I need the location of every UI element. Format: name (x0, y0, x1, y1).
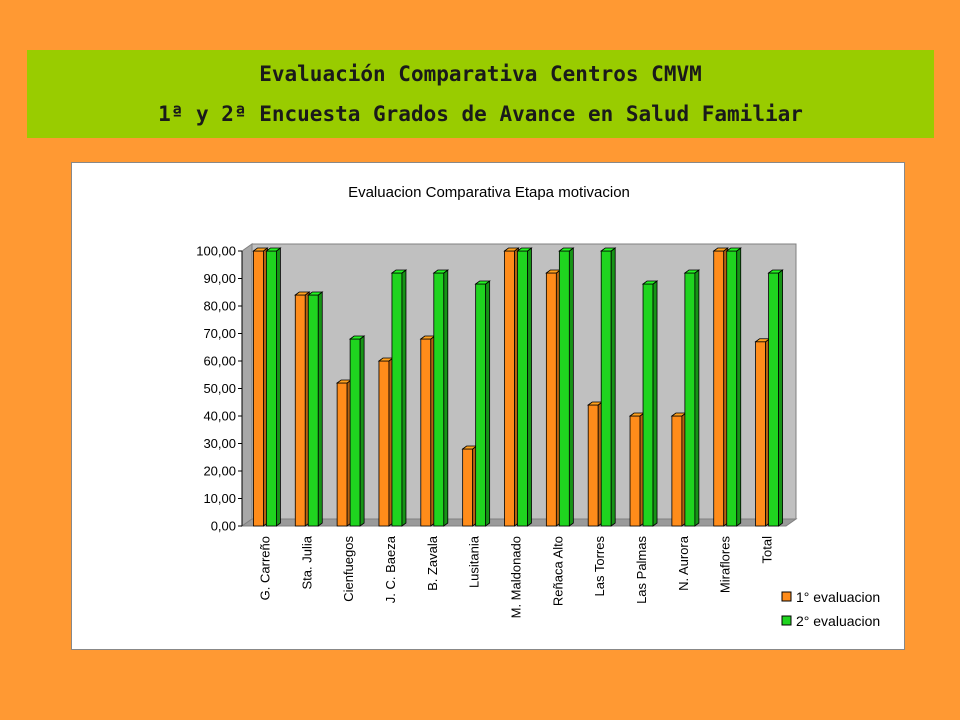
bar (670, 412, 688, 527)
y-axis: 0,00 10,00 20,00 30,00 40,00 50,00 60,00 70,00 8… (196, 244, 243, 534)
bar (419, 335, 437, 527)
legend-label: 2° evaluacion (796, 613, 880, 629)
bar (754, 337, 771, 527)
header-banner: Evaluación Comparativa Centros CMVM 1ª y… (27, 50, 934, 138)
bar (390, 269, 408, 527)
plot-side-wall (241, 243, 253, 527)
header-subtitle: 1ª y 2ª Encuesta Grados de Avance en Sal… (158, 102, 803, 126)
legend-swatch (781, 591, 792, 602)
x-tick-label: Total (760, 536, 775, 564)
x-tick-label: Reñaca Alto (550, 536, 565, 606)
bar (307, 291, 324, 527)
bar (335, 379, 353, 527)
bar (503, 247, 520, 527)
y-tick-label: 70,00 (203, 326, 236, 341)
x-tick-label: G. Carreño (257, 536, 272, 600)
bar (516, 247, 533, 527)
bar (294, 291, 311, 527)
bar (377, 357, 395, 527)
x-tick-label: Las Palmas (634, 536, 649, 604)
y-tick-label: 50,00 (203, 381, 236, 396)
bar (586, 401, 604, 527)
bar (474, 280, 491, 527)
x-tick-label: B. Zavala (425, 535, 440, 591)
bar (432, 269, 450, 527)
bar (712, 247, 729, 527)
y-tick-label: 80,00 (203, 299, 236, 314)
bar (628, 412, 646, 527)
y-tick-label: 0,00 (211, 519, 236, 534)
bar (599, 247, 617, 527)
header-title: Evaluación Comparativa Centros CMVM (259, 62, 702, 86)
bar (265, 247, 282, 527)
legend-swatch (781, 615, 792, 626)
x-tick-label: N. Aurora (676, 535, 691, 591)
x-tick-label: Cienfuegos (341, 536, 356, 602)
x-tick-label: Miraflores (718, 536, 733, 594)
x-tick-label: Sta. Julia (299, 535, 314, 589)
x-axis: G. Carreño Sta. Julia Cienfuegos J. C. Baez… (257, 535, 774, 618)
bars (252, 247, 784, 527)
bar (558, 247, 575, 527)
bar (348, 335, 366, 527)
x-tick-label: Lusitania (467, 535, 482, 588)
legend-label: 1° evaluacion (796, 589, 880, 605)
y-tick-label: 100,00 (196, 244, 236, 259)
legend: 1° evaluacion 2° evaluacion (781, 589, 880, 629)
x-tick-label: Las Torres (592, 536, 607, 597)
y-tick-label: 40,00 (203, 409, 236, 424)
y-tick-label: 20,00 (203, 464, 236, 479)
chart-panel: Evaluacion Comparativa Etapa motivacion … (71, 162, 905, 650)
x-tick-label: M. Maldonado (509, 536, 524, 618)
bar-chart: Evaluacion Comparativa Etapa motivacion … (196, 184, 880, 629)
bar (767, 269, 784, 527)
bar (461, 445, 478, 527)
y-tick-label: 30,00 (203, 436, 236, 451)
bar (545, 269, 562, 527)
y-tick-label: 10,00 (203, 491, 236, 506)
x-tick-label: J. C. Baeza (383, 535, 398, 603)
bar (252, 247, 269, 527)
y-tick-label: 60,00 (203, 354, 236, 369)
chart-title: Evaluacion Comparativa Etapa motivacion (348, 184, 630, 201)
y-tick-label: 90,00 (203, 271, 236, 286)
bar (683, 269, 701, 527)
bar (725, 247, 742, 527)
bar (641, 280, 659, 527)
